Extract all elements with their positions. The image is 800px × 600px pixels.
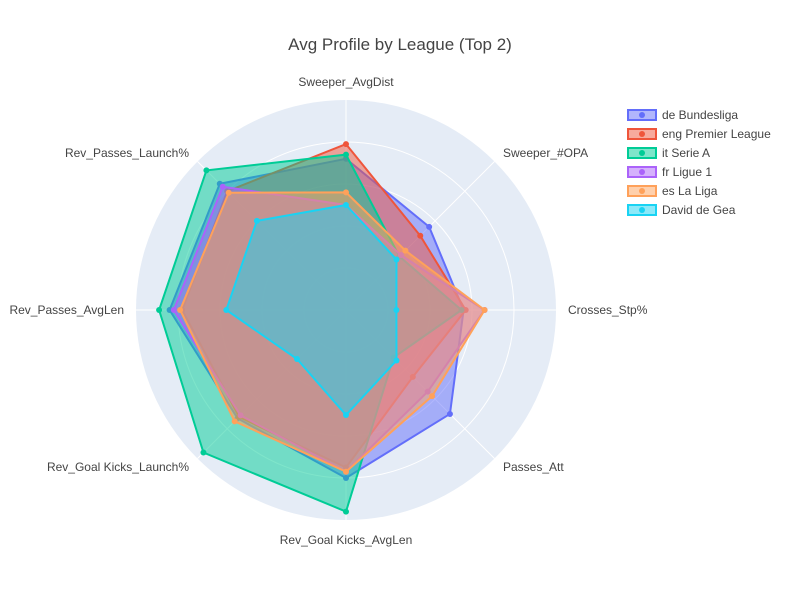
data-point [417, 232, 424, 239]
data-point [225, 189, 232, 196]
legend-label: de Bundesliga [662, 108, 738, 122]
data-point [343, 189, 349, 196]
series-david-de-gea [223, 202, 400, 418]
legend-marker [639, 112, 645, 118]
legend-label: it Serie A [662, 146, 710, 160]
data-point [393, 256, 400, 263]
legend-label: fr Ligue 1 [662, 165, 712, 179]
chart-title: Avg Profile by League (Top 2) [288, 35, 512, 54]
data-point [393, 357, 400, 364]
axis-label: Crosses_Stp% [568, 303, 648, 317]
legend-item[interactable]: eng Premier League [627, 127, 771, 141]
legend-label: es La Liga [662, 184, 718, 198]
data-point [446, 410, 453, 417]
data-point [156, 307, 163, 313]
legend-marker [639, 169, 645, 175]
data-point [203, 167, 210, 174]
data-point [402, 247, 409, 254]
axis-label: Rev_Passes_AvgLen [9, 303, 124, 317]
legend-item[interactable]: es La Liga [627, 184, 718, 198]
series-layer [156, 141, 488, 515]
legend-marker [639, 150, 645, 156]
data-point [426, 223, 433, 230]
data-point [343, 202, 349, 208]
legend: de Bundesliga eng Premier League it Serie … [627, 108, 771, 217]
legend-marker [639, 131, 645, 137]
axis-label: Rev_Passes_Launch% [65, 146, 189, 160]
data-point [170, 307, 177, 313]
data-point [343, 151, 349, 158]
data-point [253, 217, 260, 224]
legend-item[interactable]: de Bundesliga [627, 108, 738, 122]
data-point [429, 393, 436, 400]
axis-label: Sweeper_AvgDist [298, 75, 394, 89]
legend-marker [639, 188, 645, 194]
axis-label: Rev_Goal Kicks_AvgLen [280, 533, 413, 547]
data-point [343, 468, 349, 475]
legend-label: David de Gea [662, 203, 736, 217]
legend-label: eng Premier League [662, 127, 771, 141]
data-point [223, 307, 230, 313]
data-point [393, 307, 400, 313]
data-point [200, 449, 207, 456]
axis-label: Rev_Goal Kicks_Launch% [47, 460, 189, 474]
data-point [343, 141, 349, 148]
legend-marker [639, 207, 645, 213]
legend-item[interactable]: it Serie A [627, 146, 710, 160]
axis-label: Passes_Att [503, 460, 564, 474]
axis-labels: Sweeper_AvgDist Sweeper_#OPA Crosses_Stp% P… [9, 75, 647, 547]
legend-item[interactable]: David de Gea [627, 203, 736, 217]
data-point [343, 412, 349, 418]
data-point [293, 356, 300, 363]
data-point [177, 307, 184, 313]
axis-label: Sweeper_#OPA [503, 146, 588, 160]
data-point [219, 183, 226, 190]
data-point [343, 508, 349, 515]
data-point [481, 307, 488, 313]
legend-item[interactable]: fr Ligue 1 [627, 165, 712, 179]
data-point [231, 418, 238, 425]
